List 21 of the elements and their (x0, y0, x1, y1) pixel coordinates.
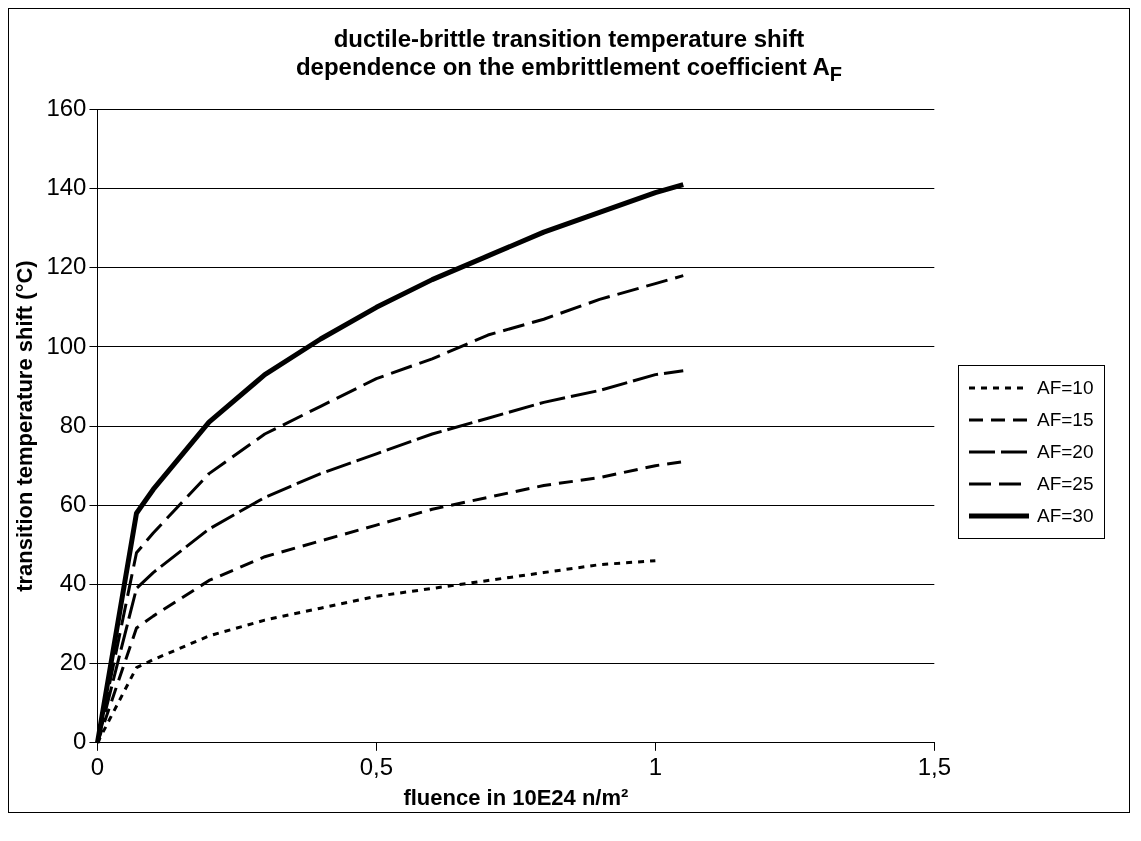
legend-label: AF=25 (1037, 472, 1094, 495)
y-tick-label: 100 (46, 331, 87, 359)
x-axis-title: fluence in 10E24 n/m² (403, 784, 629, 810)
y-tick-label: 160 (46, 93, 87, 121)
legend-label: AF=20 (1037, 440, 1094, 463)
y-tick-label: 80 (59, 410, 87, 438)
y-tick-label: 140 (46, 173, 87, 200)
y-tick-label: 120 (46, 252, 87, 280)
legend-label: AF=15 (1037, 408, 1094, 431)
y-tick-label: 20 (59, 648, 87, 676)
y-tick-label: 60 (59, 489, 87, 517)
y-tick-label: 0 (73, 727, 87, 755)
x-tick-label: 0,5 (359, 752, 394, 780)
legend-label: AF=10 (1037, 376, 1094, 399)
chart-title: ductile-brittle transition temperature shift dependence on the embrittlement coefficient A$_{F}$ (294, 24, 844, 87)
y-axis-title: transition temperature shift (°C) (12, 260, 38, 592)
x-tick-label: 0 (90, 752, 105, 780)
x-tick-label: 1 (648, 752, 663, 780)
legend-label: AF=30 (1037, 504, 1094, 527)
x-tick-label: 1,5 (917, 752, 952, 780)
y-tick-label: 40 (59, 568, 87, 596)
